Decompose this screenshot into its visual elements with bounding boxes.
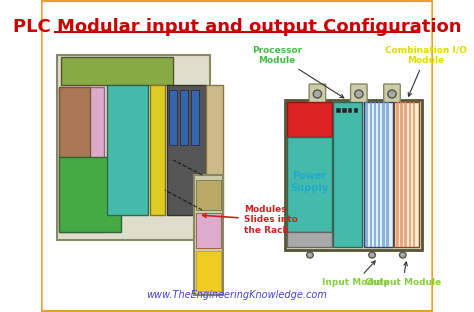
FancyBboxPatch shape [166,85,206,215]
FancyBboxPatch shape [194,175,223,295]
FancyBboxPatch shape [394,102,419,247]
Ellipse shape [355,90,363,98]
Text: PLC Modular input and output Configuration: PLC Modular input and output Configurati… [13,18,461,36]
Bar [400,102,403,247]
Bar [374,102,376,247]
Text: Input Module: Input Module [322,261,389,287]
Bar [337,108,340,112]
FancyBboxPatch shape [351,84,367,104]
FancyBboxPatch shape [59,87,104,232]
Bar [386,102,389,247]
Ellipse shape [400,252,406,258]
FancyBboxPatch shape [333,102,362,247]
Bar [409,102,411,247]
FancyBboxPatch shape [383,84,400,104]
Text: Modules
Slides into
the Rack: Modules Slides into the Rack [203,205,298,235]
Text: Output Module: Output Module [365,262,441,287]
FancyBboxPatch shape [191,90,199,145]
FancyBboxPatch shape [59,157,121,232]
FancyBboxPatch shape [196,213,221,248]
Bar [342,108,346,112]
Text: Processor
Module: Processor Module [252,46,344,98]
Ellipse shape [307,252,313,258]
Ellipse shape [313,90,321,98]
FancyBboxPatch shape [150,85,165,215]
FancyBboxPatch shape [180,90,188,145]
FancyBboxPatch shape [364,102,393,247]
Text: www.TheEngineeringKnowledge.com: www.TheEngineeringKnowledge.com [146,290,328,300]
Ellipse shape [369,252,375,258]
FancyBboxPatch shape [59,87,91,157]
Bar [396,102,399,247]
Bar [382,102,384,247]
FancyBboxPatch shape [206,85,223,215]
Text: Combination I/O
Module: Combination I/O Module [385,46,467,96]
Bar [348,108,351,112]
Bar [378,102,380,247]
FancyBboxPatch shape [285,100,422,250]
Bar [365,102,368,247]
FancyBboxPatch shape [57,55,210,240]
FancyBboxPatch shape [196,180,221,210]
Bar [370,102,372,247]
FancyBboxPatch shape [41,0,433,312]
FancyBboxPatch shape [287,232,332,247]
Bar [413,102,415,247]
FancyBboxPatch shape [107,85,148,215]
Text: Power
Supply: Power Supply [290,171,328,193]
FancyBboxPatch shape [287,102,332,137]
FancyBboxPatch shape [196,251,221,291]
Bar [404,102,407,247]
FancyBboxPatch shape [169,90,177,145]
FancyBboxPatch shape [287,137,332,232]
Bar [354,108,357,112]
Ellipse shape [388,90,396,98]
FancyBboxPatch shape [309,84,326,104]
FancyBboxPatch shape [61,57,173,85]
